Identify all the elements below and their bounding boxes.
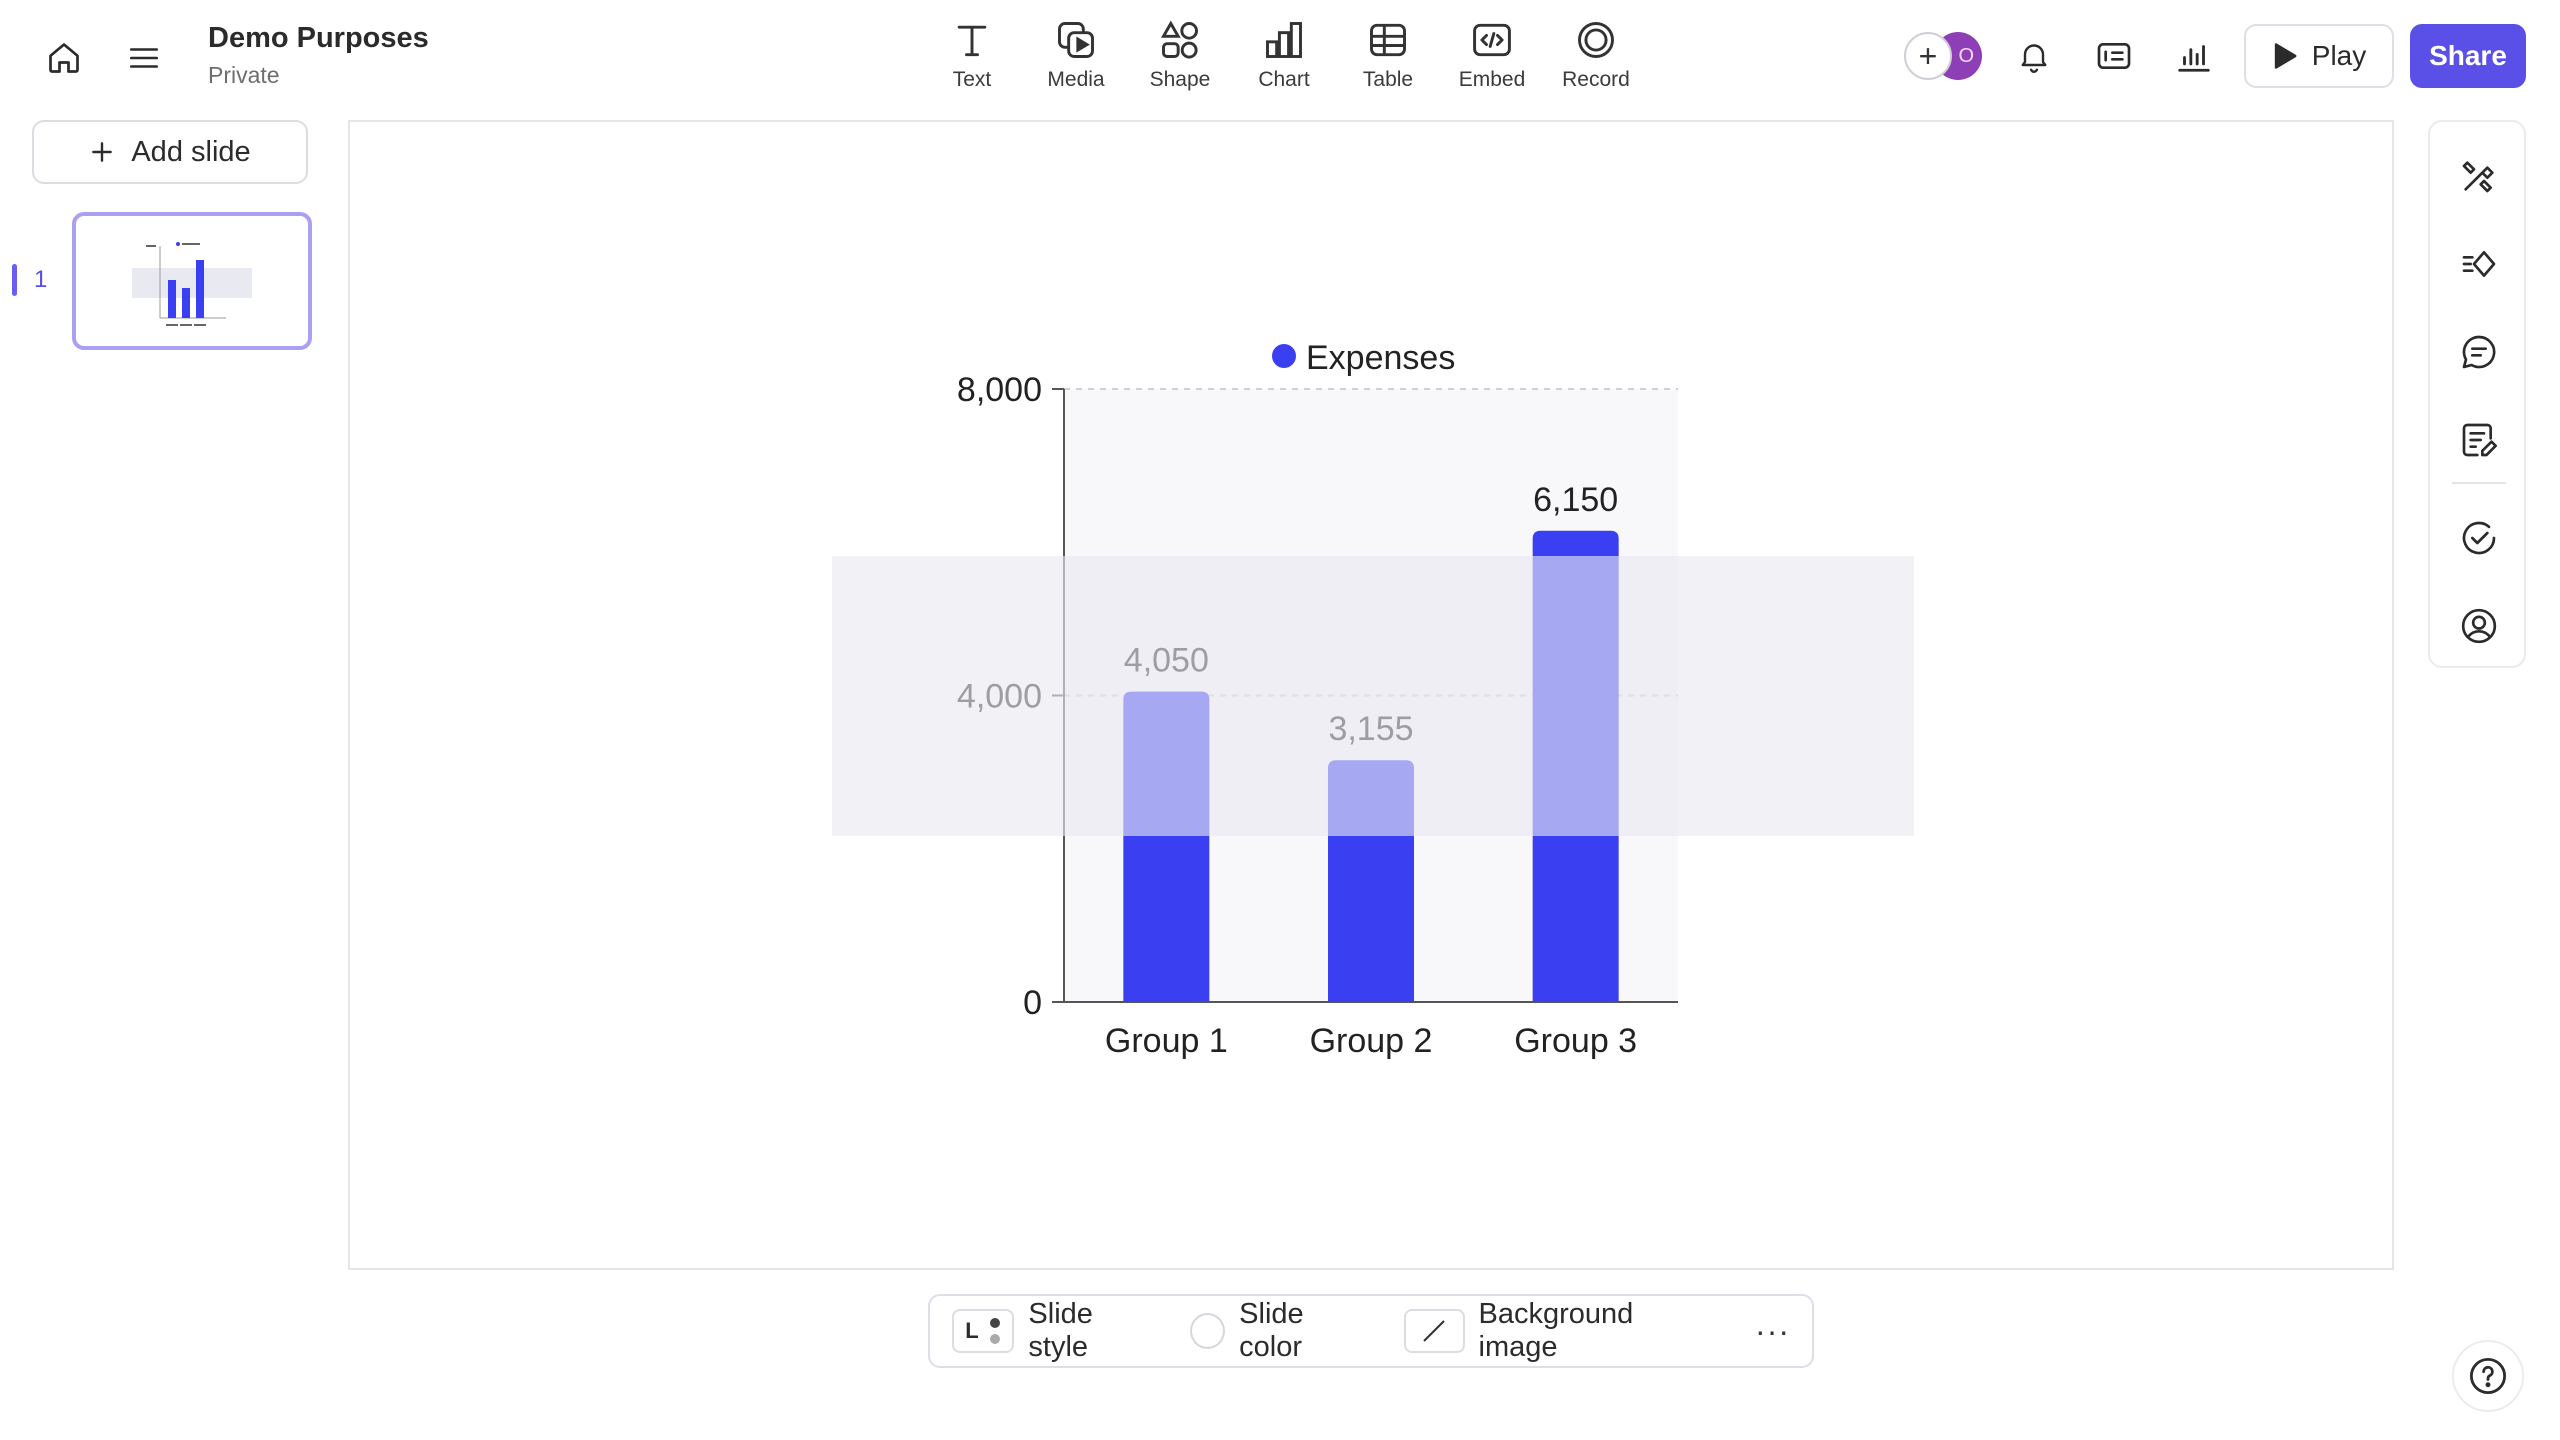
x-tick-label: Group 2 (1310, 1022, 1433, 1060)
notes-edit-icon (2462, 423, 2497, 457)
bell-icon (2021, 44, 2047, 73)
chart-icon (1266, 22, 1302, 58)
document-title[interactable]: Demo Purposes (208, 22, 429, 54)
more-options-button[interactable]: ··· (1755, 1312, 1790, 1349)
results-button[interactable] (2166, 28, 2222, 84)
check-circle-icon (2462, 521, 2496, 555)
panel-divider (2452, 482, 2506, 484)
slide-thumbnail[interactable] (72, 212, 312, 350)
interactions-button[interactable] (2451, 236, 2507, 292)
record-icon (1578, 22, 1614, 58)
interactions-icon (2462, 251, 2496, 277)
comment-icon (2462, 335, 2496, 369)
share-button[interactable]: Share (2410, 24, 2526, 88)
help-icon (2469, 1357, 2507, 1395)
invite-collaborator-button[interactable]: + (1904, 32, 1952, 80)
selection-highlight (832, 556, 1914, 836)
tool-table[interactable]: Table (1336, 14, 1440, 102)
home-button[interactable] (36, 30, 92, 86)
text-icon (957, 25, 987, 57)
tool-label: Text (952, 68, 992, 91)
play-button[interactable]: Play (2244, 24, 2394, 88)
tool-chart[interactable]: Chart (1232, 14, 1336, 102)
slide-thumbnail-preview (132, 242, 252, 326)
insert-toolbar: Text Media Shape Chart Table Embed Recor… (920, 14, 1648, 102)
tool-label: Record (1562, 68, 1630, 91)
tool-label: Media (1047, 68, 1105, 91)
y-tick-label: 8,000 (957, 371, 1042, 409)
tool-text[interactable]: Text (920, 14, 1024, 102)
x-tick-label: Group 3 (1514, 1022, 1637, 1060)
tool-media[interactable]: Media (1024, 14, 1128, 102)
background-image-chip (1404, 1309, 1465, 1353)
slide-canvas[interactable]: 04,0008,0004,050Group 13,155Group 26,150… (348, 120, 2394, 1270)
add-slide-label: Add slide (131, 135, 251, 168)
review-button[interactable] (2451, 510, 2507, 566)
play-icon (2274, 43, 2297, 69)
slide-color-button[interactable]: Slide color (1190, 1298, 1370, 1364)
help-button[interactable] (2452, 1340, 2524, 1412)
tool-label: Shape (1149, 68, 1211, 91)
background-image-button[interactable]: Background image (1404, 1298, 1713, 1364)
media-icon (1058, 22, 1094, 58)
document-visibility: Private (208, 62, 280, 88)
presenter-view-button[interactable] (2086, 28, 2142, 84)
legend-swatch (1272, 344, 1296, 368)
slide-color-label: Slide color (1239, 1298, 1304, 1363)
design-button[interactable] (2451, 148, 2507, 204)
slide-style-chip: L (952, 1309, 1015, 1353)
tool-shape[interactable]: Shape (1128, 14, 1232, 102)
notifications-button[interactable] (2006, 28, 2062, 84)
data-label: 6,150 (1533, 481, 1618, 519)
plus-icon (92, 142, 113, 162)
comments-button[interactable] (2451, 324, 2507, 380)
list-card-icon (2097, 43, 2131, 69)
x-tick-label: Group 1 (1105, 1022, 1228, 1060)
layout-dots-icon (990, 1318, 1001, 1344)
speaker-notes-button[interactable] (2451, 412, 2507, 468)
y-tick-label: 0 (1023, 984, 1042, 1022)
shape-icon (1160, 20, 1198, 59)
slide-style-label: Slide style (1028, 1298, 1093, 1363)
bar-chart[interactable]: 04,0008,0004,050Group 13,155Group 26,150… (350, 122, 2396, 1272)
top-bar: Demo Purposes Private Text Media Shape C… (0, 0, 2560, 112)
slide-style-button[interactable]: L Slide style (952, 1298, 1156, 1364)
color-swatch (1190, 1313, 1226, 1349)
add-slide-button[interactable]: Add slide (32, 120, 308, 184)
slide-number: 1 (34, 266, 48, 293)
user-circle-icon (2461, 608, 2497, 644)
no-image-slash-icon (1423, 1320, 1446, 1342)
right-panel (2428, 120, 2526, 668)
account-button[interactable] (2451, 598, 2507, 654)
menu-button[interactable] (116, 30, 172, 86)
tool-label: Table (1362, 68, 1414, 91)
background-image-label: Background image (1478, 1298, 1634, 1363)
legend-label: Expenses (1306, 339, 1455, 377)
table-icon (1370, 23, 1406, 57)
tool-embed[interactable]: Embed (1440, 14, 1544, 102)
design-tools-icon (2462, 161, 2494, 193)
hamburger-menu-icon (129, 48, 159, 68)
slide-settings-bar: L Slide style Slide color Background ima… (928, 1294, 1814, 1368)
tool-label: Chart (1258, 68, 1310, 91)
embed-icon (1473, 23, 1511, 57)
bar-chart-icon (2178, 45, 2210, 72)
play-label: Play (2311, 40, 2367, 71)
tool-label: Embed (1458, 68, 1526, 91)
slide-style-chip-label: L (965, 1318, 979, 1343)
collaborators: + O (1904, 30, 1984, 82)
tool-record[interactable]: Record (1544, 14, 1648, 102)
home-icon (49, 43, 79, 73)
active-slide-indicator (12, 264, 17, 296)
